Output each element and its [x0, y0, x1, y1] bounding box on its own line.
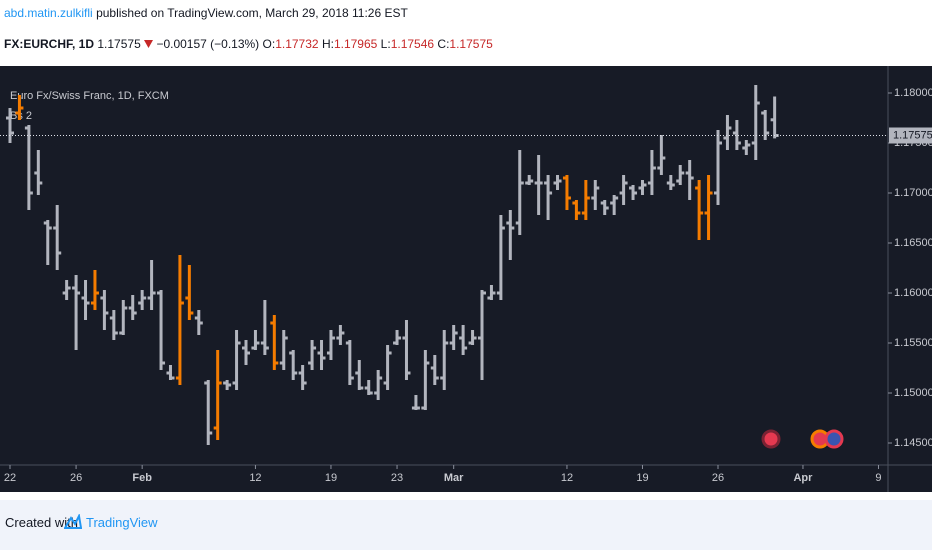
brand[interactable]: TradingView — [86, 515, 158, 530]
x-tick-label: 23 — [391, 472, 403, 484]
y-tick-label: 1.16000 — [894, 287, 932, 299]
last-price-label: 1.17575 — [893, 129, 932, 141]
down-arrow — [144, 40, 154, 48]
created-with: Created with — [5, 515, 78, 530]
chart: Euro Fx/Swiss Franc, 1D, FXCM Bs 2 1.145… — [0, 66, 932, 492]
last-price: 1.17575 — [97, 37, 141, 51]
x-tick-label: Apr — [793, 472, 813, 484]
y-tick-label: 1.15000 — [894, 387, 932, 399]
x-tick-label: 19 — [636, 472, 648, 484]
published: published on TradingView.com, March 29, … — [96, 6, 408, 20]
c-label: C: — [437, 37, 450, 51]
logo-icon — [64, 514, 82, 529]
y-tick-label: 1.16500 — [894, 237, 932, 249]
x-tick-label: 26 — [70, 472, 82, 484]
chart-title: Euro Fx/Swiss Franc, 1D, FXCM — [10, 90, 169, 102]
x-tick-label: 12 — [561, 472, 573, 484]
h-value: 1.17965 — [333, 37, 378, 51]
o-label: O: — [262, 37, 276, 51]
event-icon[interactable] — [761, 429, 781, 449]
x-tick-label: 12 — [249, 472, 261, 484]
o-value: 1.17732 — [275, 37, 319, 51]
author[interactable]: abd.matin.zulkifli — [4, 6, 93, 20]
publish-line: abd.matin.zulkifli published on TradingV… — [4, 6, 408, 20]
h-label: H: — [321, 37, 334, 51]
x-tick-label: 22 — [4, 472, 16, 484]
chart-background — [0, 66, 932, 492]
x-tick-label: 26 — [712, 472, 724, 484]
y-tick-label: 1.17000 — [894, 187, 932, 199]
indicator-label: Bs 2 — [10, 110, 32, 122]
event-icon[interactable] — [824, 429, 844, 449]
y-tick-label: 1.15500 — [894, 337, 932, 349]
l-label: L: — [380, 37, 391, 51]
event-markers[interactable] — [761, 429, 844, 449]
x-tick-label: Mar — [444, 472, 464, 484]
change: −0.00157 (−0.13%) — [156, 37, 260, 51]
y-tick-label: 1.18000 — [894, 87, 932, 99]
last-price-box — [889, 127, 932, 144]
x-tick-label: Feb — [132, 472, 152, 484]
l-value: 1.17546 — [390, 37, 435, 51]
c-value: 1.17575 — [449, 37, 493, 51]
x-tick-label: 9 — [875, 472, 881, 484]
x-tick-label: 19 — [325, 472, 337, 484]
footer: Created with TradingView — [0, 500, 932, 550]
symbol: FX:EURCHF, 1D — [4, 37, 95, 51]
quote-line: FX:EURCHF, 1D 1.17575 −0.00157 (−0.13%) … — [4, 37, 493, 51]
y-tick-label: 1.14500 — [894, 437, 932, 449]
